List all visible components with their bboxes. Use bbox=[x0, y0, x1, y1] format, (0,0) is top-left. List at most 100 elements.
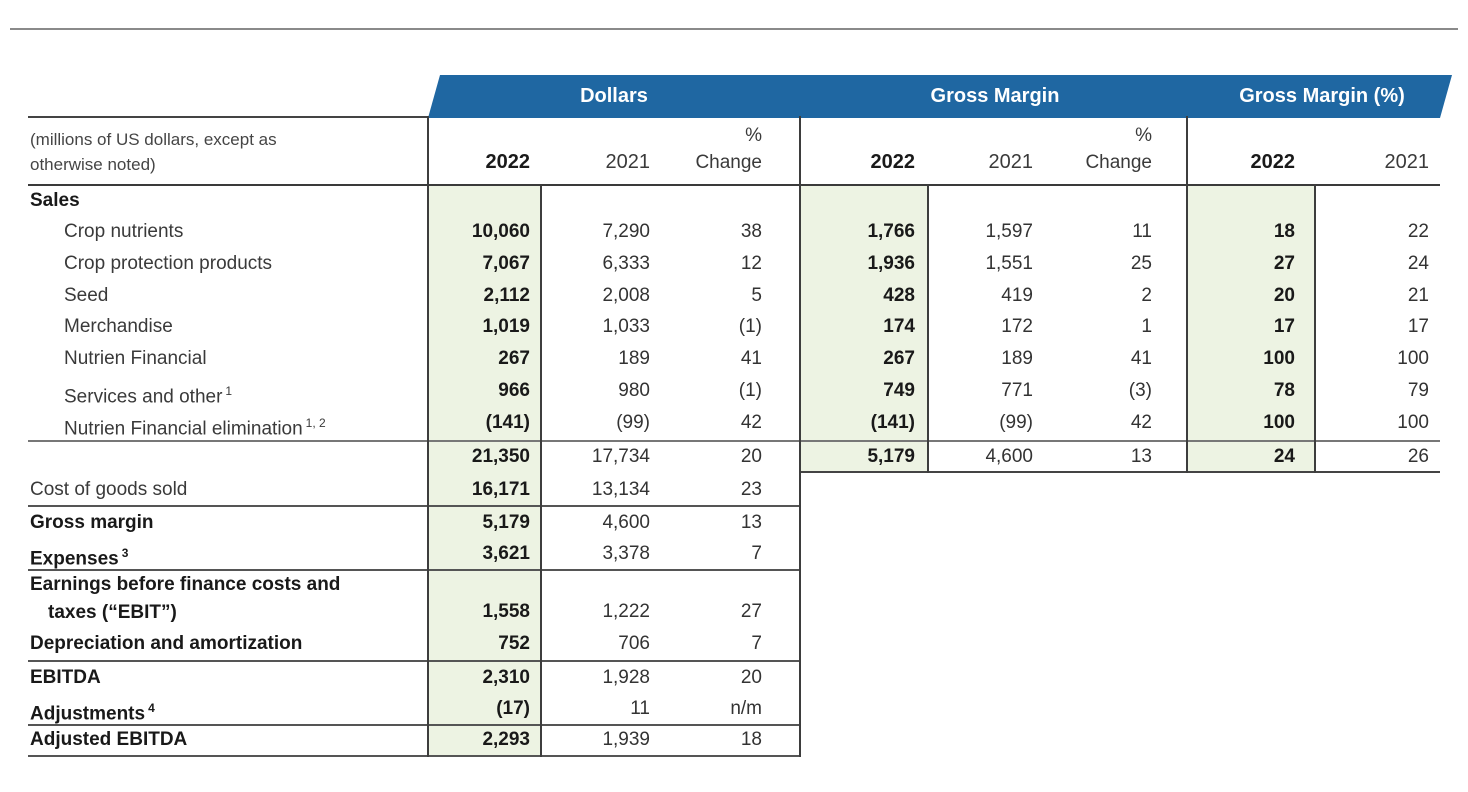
cell-d22: 2,310 bbox=[482, 667, 530, 688]
vline-p2022-p2021 bbox=[1314, 184, 1316, 473]
cell-g21: 189 bbox=[1001, 348, 1033, 369]
caption-line-2: otherwise noted) bbox=[30, 155, 156, 174]
cell-dch: 38 bbox=[740, 221, 762, 242]
cell-g21: 1,597 bbox=[985, 221, 1033, 242]
cell-p21: 26 bbox=[1407, 446, 1429, 467]
cell-dch: n/m bbox=[730, 698, 762, 719]
row-label-text: Crop nutrients bbox=[64, 221, 184, 242]
cell-p22: 100 bbox=[1263, 348, 1295, 369]
cell-d21: 189 bbox=[618, 348, 650, 369]
cell-d21: 11 bbox=[630, 698, 650, 719]
col-header-pct-change: % Change bbox=[1060, 122, 1152, 180]
highlight-col-gross-margin-2022 bbox=[800, 185, 928, 471]
row-label: Depreciation and amortization bbox=[30, 628, 302, 660]
vline-g2022-g2021 bbox=[927, 184, 929, 473]
row-label-text: Earnings before finance costs and bbox=[30, 574, 341, 595]
cell-dch: 18 bbox=[740, 729, 762, 750]
cell-g21: 419 bbox=[1001, 285, 1033, 306]
row-label-text: Crop protection products bbox=[64, 253, 273, 274]
caption-line-1: (millions of US dollars, except as bbox=[30, 130, 277, 149]
col-header-2022: 2022 bbox=[485, 151, 531, 173]
row-label-text: Nutrien Financial elimination bbox=[64, 418, 303, 440]
cell-d21: (99) bbox=[616, 412, 650, 433]
cell-d22: 5,179 bbox=[482, 512, 530, 533]
row-label: Sales bbox=[30, 186, 80, 216]
pct-header-line1: % bbox=[745, 125, 762, 146]
cell-gch: 42 bbox=[1130, 412, 1152, 433]
row-label: Crop nutrients bbox=[64, 216, 183, 248]
pct-header-line2: Change bbox=[1085, 152, 1152, 173]
row-label: Nutrien Financial elimination 1, 2 bbox=[64, 407, 326, 439]
col-header-2021: 2021 bbox=[988, 151, 1034, 173]
cell-g22: (141) bbox=[870, 412, 915, 433]
row-label-text: Services and other bbox=[64, 386, 223, 408]
ebitda-top-border bbox=[28, 660, 800, 662]
cell-dch: 23 bbox=[740, 479, 762, 500]
cell-d21: 1,939 bbox=[602, 729, 650, 750]
cell-dch: 13 bbox=[740, 512, 762, 533]
col-header-2022: 2022 bbox=[870, 151, 916, 173]
cell-g21: 4,600 bbox=[985, 446, 1033, 467]
adjusted-top-border bbox=[28, 724, 800, 726]
cell-d22: 21,350 bbox=[471, 446, 530, 467]
cell-d22: 10,060 bbox=[471, 221, 530, 242]
cell-d22: 16,171 bbox=[471, 479, 530, 500]
footnote-reference: 4 bbox=[148, 701, 155, 715]
row-label-text: Adjustments bbox=[30, 703, 146, 725]
cell-d21: 1,928 bbox=[602, 667, 650, 688]
section-band bbox=[428, 75, 1452, 118]
cell-g22: 5,179 bbox=[867, 446, 915, 467]
cell-p21: 79 bbox=[1407, 380, 1429, 401]
cell-p22: 78 bbox=[1273, 380, 1295, 401]
col-header-2021: 2021 bbox=[605, 151, 651, 173]
cell-gch: (3) bbox=[1128, 380, 1152, 401]
row-label-line2: taxes (“EBIT”) bbox=[48, 602, 177, 623]
row-label: Services and other 1 bbox=[64, 375, 232, 407]
col-header-pct-change: % Change bbox=[672, 122, 762, 180]
row-label-text: Merchandise bbox=[64, 316, 173, 337]
cell-d22: (141) bbox=[485, 412, 530, 433]
cell-p21: 17 bbox=[1407, 316, 1429, 337]
cell-dch: 20 bbox=[740, 446, 762, 467]
vline-d2022-d2021 bbox=[540, 184, 542, 757]
highlight-col-gm-pct-2022 bbox=[1187, 185, 1315, 471]
cell-gch: 41 bbox=[1130, 348, 1152, 369]
top-rule bbox=[10, 28, 1458, 30]
cell-g22: 749 bbox=[883, 380, 915, 401]
row-label: EBITDA bbox=[30, 662, 101, 693]
cell-dch: 27 bbox=[740, 601, 762, 622]
cell-p22: 24 bbox=[1273, 446, 1295, 467]
cell-p21: 100 bbox=[1397, 412, 1429, 433]
cell-d22: 2,112 bbox=[483, 285, 531, 306]
row-label: Earnings before finance costs and bbox=[30, 571, 340, 599]
header-bottom-border bbox=[28, 184, 1440, 186]
row-label-text: Sales bbox=[30, 190, 80, 211]
row-label-text: Cost of goods sold bbox=[30, 479, 188, 500]
cell-d21: 17,734 bbox=[591, 446, 650, 467]
cell-dch: 5 bbox=[751, 285, 762, 306]
row-label: Seed bbox=[64, 280, 108, 311]
ebit-top-border bbox=[28, 569, 800, 571]
cell-gch: 11 bbox=[1132, 221, 1152, 242]
row-label-text: Gross margin bbox=[30, 512, 154, 533]
section-header-gross-margin-pct: Gross Margin (%) bbox=[1239, 85, 1405, 107]
cell-g21: 1,551 bbox=[985, 253, 1033, 274]
cell-d21: 2,008 bbox=[602, 285, 650, 306]
cell-dch: 7 bbox=[751, 543, 762, 564]
cell-g22: 174 bbox=[883, 316, 915, 337]
row-label-text: Nutrien Financial bbox=[64, 348, 207, 369]
row-label-text: Depreciation and amortization bbox=[30, 633, 303, 654]
cell-d22: 7,067 bbox=[482, 253, 530, 274]
cell-gch: 1 bbox=[1141, 316, 1152, 337]
col-header-2022: 2022 bbox=[1250, 151, 1296, 173]
row-label-text: Expenses bbox=[30, 548, 119, 570]
row-label-text: EBITDA bbox=[30, 667, 101, 688]
cell-dch: 12 bbox=[740, 253, 762, 274]
cell-d21: 1,033 bbox=[602, 316, 650, 337]
pct-header-line2: Change bbox=[695, 152, 762, 173]
cell-p22: 20 bbox=[1273, 285, 1295, 306]
vline-gm-gmpct bbox=[1186, 116, 1188, 473]
cell-d22: 752 bbox=[498, 633, 530, 654]
vline-label-dollars bbox=[427, 116, 429, 757]
cell-d21: 6,333 bbox=[602, 253, 650, 274]
